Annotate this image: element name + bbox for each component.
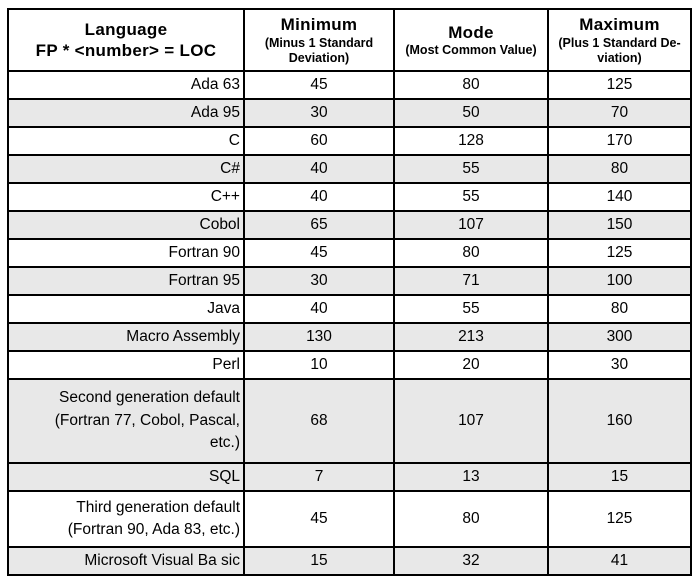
maximum-cell: 70	[547, 98, 692, 128]
language-cell: Perl	[7, 350, 245, 380]
table-row: Cobol 65 107 150	[7, 210, 692, 240]
table-row: SQL 7 13 15	[7, 462, 692, 492]
mode-cell: 55	[393, 154, 549, 184]
language-header-title: Language	[84, 19, 168, 39]
mode-cell: 71	[393, 266, 549, 296]
minimum-cell: 7	[243, 462, 395, 492]
language-cell: C++	[7, 182, 245, 212]
maximum-cell: 150	[547, 210, 692, 240]
minimum-cell: 40	[243, 154, 395, 184]
minimum-header-subtitle: (Minus 1 Standard Deviation)	[264, 35, 374, 65]
table-row: C 60 128 170	[7, 126, 692, 156]
minimum-cell: 30	[243, 98, 395, 128]
language-cell: Java	[7, 294, 245, 324]
language-cell: Cobol	[7, 210, 245, 240]
table-row: C# 40 55 80	[7, 154, 692, 184]
mode-column-header: Mode (Most Common Value)	[393, 8, 549, 72]
mode-cell: 80	[393, 490, 549, 548]
table-row: Fortran 95 30 71 100	[7, 266, 692, 296]
language-cell: Ada 95	[7, 98, 245, 128]
maximum-cell: 41	[547, 546, 692, 576]
minimum-cell: 130	[243, 322, 395, 352]
table-row: Ada 63 45 80 125	[7, 70, 692, 100]
language-cell: C#	[7, 154, 245, 184]
language-cell: C	[7, 126, 245, 156]
maximum-cell: 125	[547, 490, 692, 548]
mode-cell: 50	[393, 98, 549, 128]
maximum-cell: 125	[547, 70, 692, 100]
mode-cell: 107	[393, 378, 549, 464]
maximum-cell: 15	[547, 462, 692, 492]
table-row: Fortran 90 45 80 125	[7, 238, 692, 268]
mode-header-subtitle: (Most Common Value)	[405, 43, 537, 58]
minimum-cell: 45	[243, 70, 395, 100]
maximum-header-subtitle: (Plus 1 Standard De- viation)	[558, 35, 681, 65]
fp-loc-conversion-table: Language FP * <number> = LOC Minimum (Mi…	[7, 8, 692, 576]
minimum-cell: 30	[243, 266, 395, 296]
mode-cell: 107	[393, 210, 549, 240]
table-row: Perl 10 20 30	[7, 350, 692, 380]
language-cell: Third generation default (Fortran 90, Ad…	[7, 490, 245, 548]
mode-cell: 55	[393, 182, 549, 212]
table-row: Java 40 55 80	[7, 294, 692, 324]
table-row: Second generation default (Fortran 77, C…	[7, 378, 692, 464]
maximum-header-title: Maximum	[579, 15, 660, 35]
language-cell: Macro Assembly	[7, 322, 245, 352]
mode-cell: 128	[393, 126, 549, 156]
mode-cell: 55	[393, 294, 549, 324]
table-row: Microsoft Visual Ba sic 15 32 41	[7, 546, 692, 576]
language-cell: SQL	[7, 462, 245, 492]
maximum-cell: 125	[547, 238, 692, 268]
maximum-cell: 160	[547, 378, 692, 464]
language-column-header: Language FP * <number> = LOC	[7, 8, 245, 72]
language-cell: Ada 63	[7, 70, 245, 100]
mode-cell: 32	[393, 546, 549, 576]
minimum-cell: 68	[243, 378, 395, 464]
language-cell: Microsoft Visual Ba sic	[7, 546, 245, 576]
mode-cell: 13	[393, 462, 549, 492]
table-row: Third generation default (Fortran 90, Ad…	[7, 490, 692, 548]
maximum-cell: 140	[547, 182, 692, 212]
minimum-cell: 10	[243, 350, 395, 380]
maximum-cell: 30	[547, 350, 692, 380]
table-row: C++ 40 55 140	[7, 182, 692, 212]
minimum-cell: 65	[243, 210, 395, 240]
table-row: Macro Assembly 130 213 300	[7, 322, 692, 352]
minimum-cell: 45	[243, 238, 395, 268]
language-cell: Fortran 90	[7, 238, 245, 268]
language-cell: Fortran 95	[7, 266, 245, 296]
maximum-cell: 300	[547, 322, 692, 352]
mode-cell: 80	[393, 70, 549, 100]
minimum-header-title: Minimum	[280, 15, 358, 35]
language-header-formula: FP * <number> = LOC	[35, 41, 217, 60]
language-cell: Second generation default (Fortran 77, C…	[7, 378, 245, 464]
minimum-cell: 40	[243, 182, 395, 212]
maximum-cell: 80	[547, 154, 692, 184]
header-row: Language FP * <number> = LOC Minimum (Mi…	[7, 8, 692, 72]
mode-cell: 213	[393, 322, 549, 352]
maximum-cell: 170	[547, 126, 692, 156]
mode-header-title: Mode	[448, 22, 494, 42]
table-row: Ada 95 30 50 70	[7, 98, 692, 128]
minimum-cell: 60	[243, 126, 395, 156]
minimum-cell: 40	[243, 294, 395, 324]
mode-cell: 20	[393, 350, 549, 380]
minimum-column-header: Minimum (Minus 1 Standard Deviation)	[243, 8, 395, 72]
maximum-cell: 80	[547, 294, 692, 324]
maximum-cell: 100	[547, 266, 692, 296]
mode-cell: 80	[393, 238, 549, 268]
minimum-cell: 45	[243, 490, 395, 548]
maximum-column-header: Maximum (Plus 1 Standard De- viation)	[547, 8, 692, 72]
minimum-cell: 15	[243, 546, 395, 576]
